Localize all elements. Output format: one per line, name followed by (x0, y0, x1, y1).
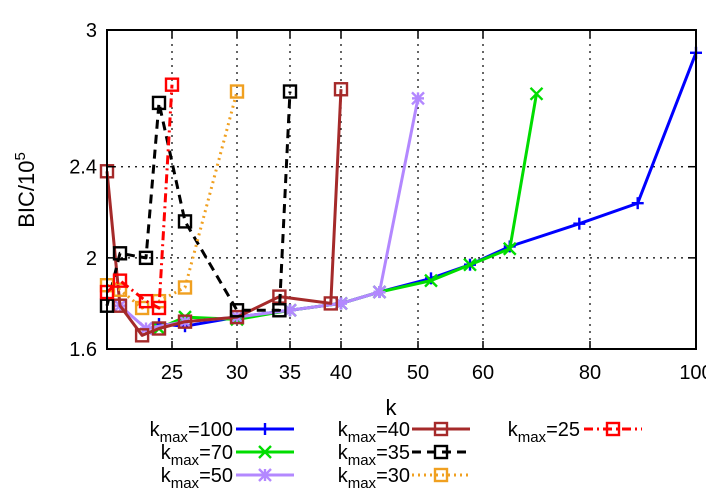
x-tick-label: 80 (579, 362, 601, 384)
data-point (372, 285, 387, 299)
x-tick-label: 25 (161, 362, 183, 384)
legend-label: kmax=40 (338, 419, 410, 446)
data-point (424, 273, 438, 288)
series-k_max=40 (99, 82, 349, 343)
series-k_max=100 (153, 46, 702, 333)
legend-marker (605, 421, 621, 437)
data-point (112, 246, 128, 261)
legend-marker (433, 444, 449, 460)
y-tick-label: 2 (86, 248, 97, 270)
data-point (151, 95, 167, 111)
series-line (106, 84, 174, 310)
plot-frame (106, 29, 697, 350)
grid-lines (107, 30, 696, 349)
legend-item: kmax=35 (338, 442, 470, 469)
data-point (333, 82, 349, 97)
legend-marker (433, 421, 449, 437)
data-point (463, 257, 477, 272)
x-tick-label: 50 (407, 362, 429, 384)
y-tick-label: 1.6 (69, 339, 97, 361)
data-point (529, 86, 544, 101)
y-tick-label: 2.4 (69, 157, 97, 179)
series-k_max=70 (152, 86, 544, 336)
data-point (138, 250, 154, 266)
data-point (411, 91, 425, 106)
legend: kmax=100kmax=70kmax=50kmax=40kmax=35kmax… (150, 419, 642, 492)
x-axis-label: k (386, 395, 398, 420)
legend-label: kmax=35 (338, 442, 410, 469)
legend-label: kmax=30 (338, 465, 410, 492)
x-tick-label: 100 (679, 362, 706, 384)
data-point (631, 197, 644, 210)
legend-item: kmax=25 (508, 419, 642, 446)
x-tick-label: 30 (226, 362, 248, 384)
data-point (151, 321, 167, 336)
data-point (112, 273, 128, 288)
legend-label: kmax=70 (161, 442, 233, 469)
data-point (272, 303, 287, 318)
data-point (502, 241, 517, 256)
series-layer (99, 46, 702, 343)
legend-item: kmax=30 (338, 465, 470, 492)
series-k_max=35 (99, 84, 298, 318)
legend-item: kmax=40 (338, 419, 470, 446)
series-line (158, 93, 538, 330)
series-line (105, 89, 343, 337)
data-point (229, 303, 245, 318)
data-point (177, 280, 193, 295)
data-point (282, 84, 298, 99)
data-point (151, 300, 167, 316)
data-point (229, 84, 245, 99)
data-point (323, 296, 338, 311)
y-axis-label: BIC/105 (12, 152, 39, 228)
legend-marker (258, 468, 272, 482)
legend-item: kmax=50 (161, 465, 294, 492)
data-point (573, 217, 586, 230)
legend-marker (258, 445, 272, 459)
data-point (134, 328, 150, 343)
series-k_max=50 (113, 91, 425, 336)
series-line (105, 91, 292, 312)
axis-ticks: 1.6 2 2.4 3 25 30 35 40 50 60 80 100 (69, 20, 706, 384)
y-tick-label: 3 (86, 20, 97, 42)
x-tick-label: 40 (330, 362, 352, 384)
data-point (177, 314, 193, 329)
legend-item: kmax=100 (150, 419, 294, 446)
legend-label: kmax=100 (150, 419, 233, 446)
legend-marker (433, 467, 449, 483)
data-point (177, 214, 193, 229)
data-point (164, 77, 180, 92)
x-tick-label: 60 (472, 362, 494, 384)
legend-marker (259, 423, 271, 435)
legend-item: kmax=70 (161, 442, 294, 469)
legend-label: kmax=50 (161, 465, 233, 492)
legend-label: kmax=25 (508, 419, 580, 446)
x-tick-label: 35 (279, 362, 301, 384)
